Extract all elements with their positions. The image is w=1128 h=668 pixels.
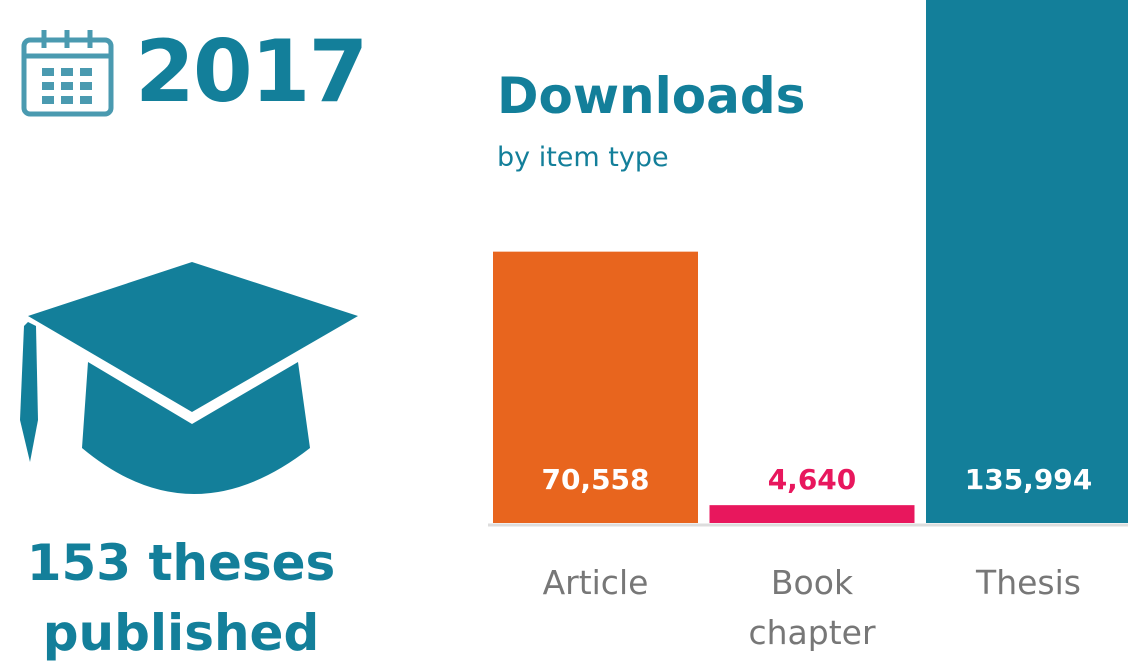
x-tick-label: Book chapter [748, 563, 876, 652]
chart [20, 0, 1128, 527]
chart-subtitle: by item type [497, 142, 669, 173]
chart-title: Downloads [497, 67, 806, 125]
x-tick-label: Thesis [976, 563, 1081, 602]
value-label: 70,558 [541, 463, 650, 496]
theses-count: 153 theses published [26, 534, 336, 662]
graduation-cap-icon [20, 262, 358, 494]
value-label: 4,640 [767, 463, 857, 496]
page: 2017 Downloads by item type 153 theses p… [20, 0, 1128, 662]
bar [709, 505, 915, 523]
x-tick-label: Article [542, 563, 649, 602]
bar [493, 251, 698, 524]
value-label: 135,994 [964, 463, 1093, 496]
calendar-icon [21, 30, 114, 117]
year: 2017 [135, 22, 368, 122]
bar [926, 0, 1128, 523]
calendar-days [42, 68, 92, 104]
